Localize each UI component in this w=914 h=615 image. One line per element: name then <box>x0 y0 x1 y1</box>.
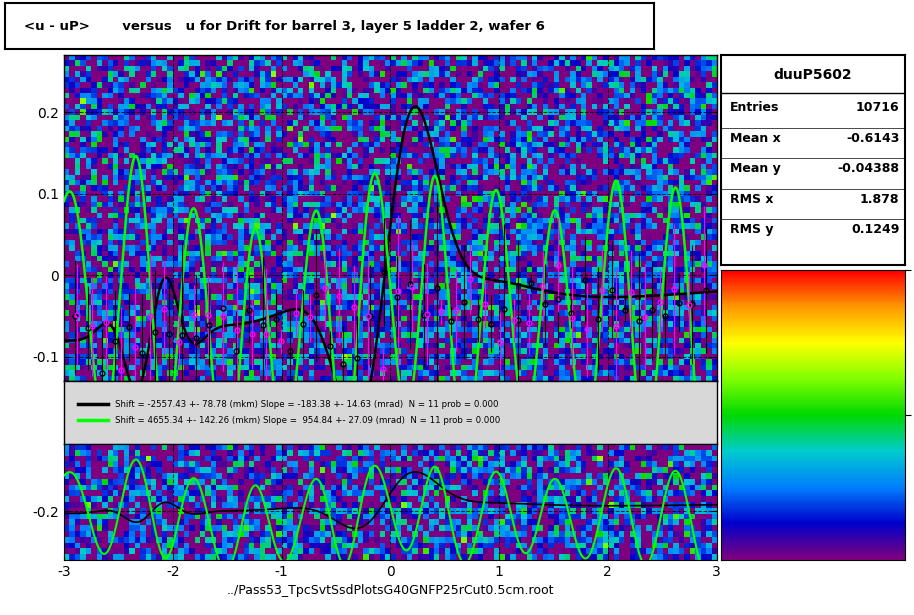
Text: -0.6143: -0.6143 <box>846 132 899 145</box>
Text: duuP5602: duuP5602 <box>773 68 852 82</box>
Text: RMS y: RMS y <box>730 223 773 236</box>
Text: RMS x: RMS x <box>730 192 773 205</box>
Text: 1.878: 1.878 <box>860 192 899 205</box>
X-axis label: ../Pass53_TpcSvtSsdPlotsG40GNFP25rCut0.5cm.root: ../Pass53_TpcSvtSsdPlotsG40GNFP25rCut0.5… <box>227 584 554 597</box>
Text: 10716: 10716 <box>856 101 899 114</box>
Text: -0.04388: -0.04388 <box>837 162 899 175</box>
Text: <u - uP>       versus   u for Drift for barrel 3, layer 5 ladder 2, wafer 6: <u - uP> versus u for Drift for barrel 3… <box>24 20 545 33</box>
Text: Mean x: Mean x <box>730 132 781 145</box>
Text: Entries: Entries <box>730 101 780 114</box>
Legend: Shift = -2557.43 +- 78.78 (mkm) Slope = -183.38 +- 14.63 (mrad)  N = 11 prob = 0: Shift = -2557.43 +- 78.78 (mkm) Slope = … <box>75 397 504 429</box>
Text: 0.1249: 0.1249 <box>851 223 899 236</box>
Text: Mean y: Mean y <box>730 162 781 175</box>
